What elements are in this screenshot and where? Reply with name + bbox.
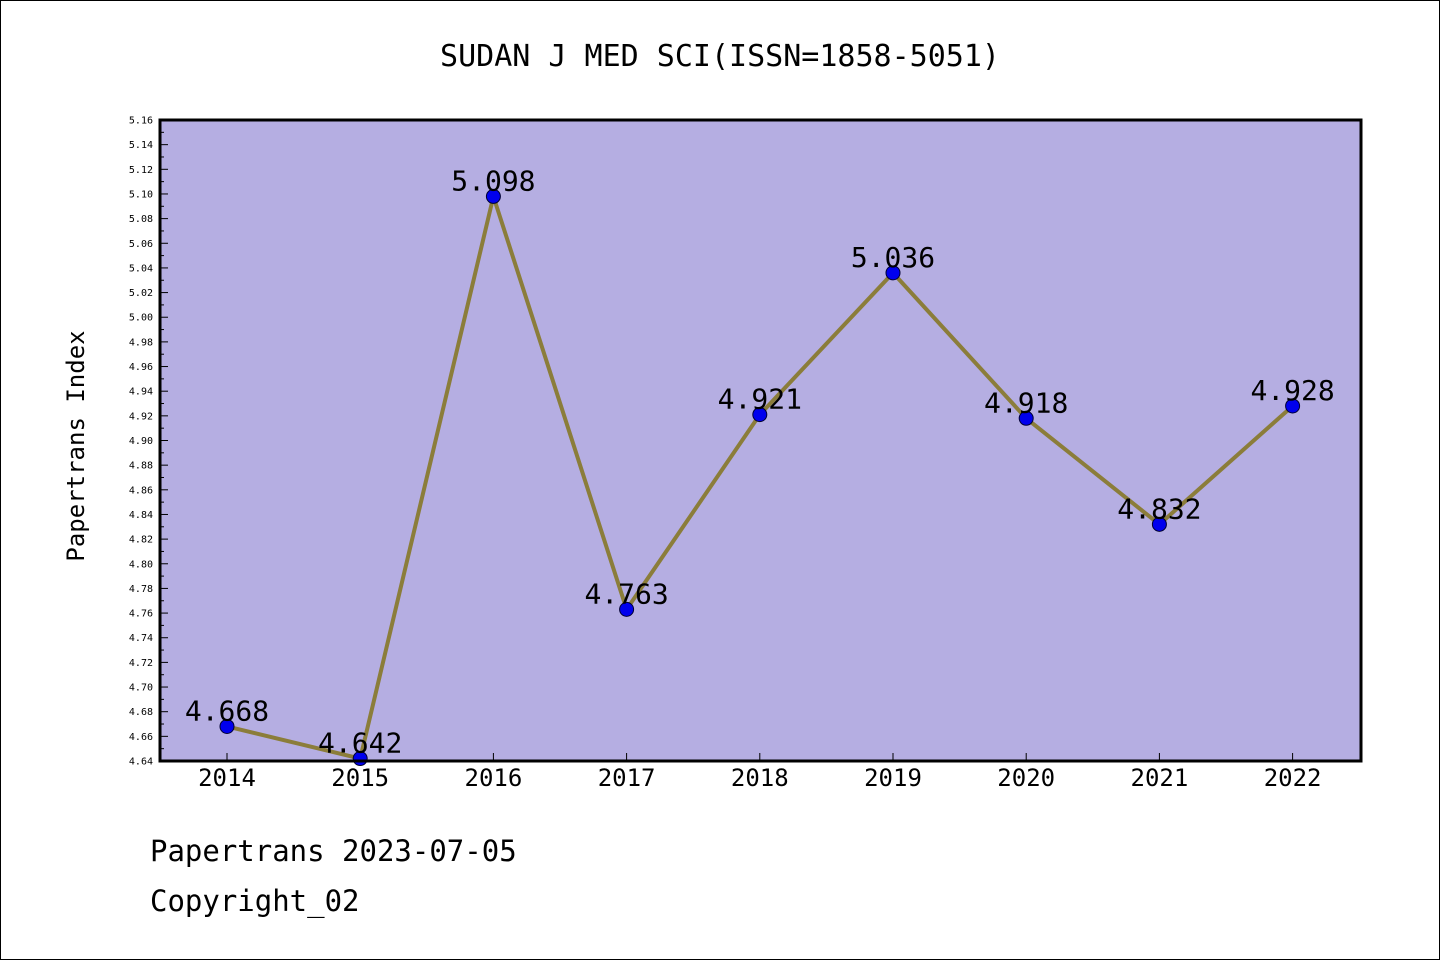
x-tick-label: 2016 bbox=[465, 764, 523, 792]
y-tick-label: 4.90 bbox=[129, 436, 153, 447]
y-tick-label: 4.84 bbox=[129, 510, 153, 521]
x-tick-label: 2017 bbox=[598, 764, 656, 792]
data-label: 4.642 bbox=[318, 727, 402, 760]
y-tick-label: 5.06 bbox=[129, 239, 153, 250]
data-label: 5.098 bbox=[451, 164, 535, 197]
y-tick-label: 4.86 bbox=[129, 485, 153, 496]
y-tick-label: 4.82 bbox=[129, 535, 153, 546]
x-tick-label: 2015 bbox=[331, 764, 389, 792]
x-tick-label: 2022 bbox=[1264, 764, 1322, 792]
x-tick-label: 2018 bbox=[731, 764, 789, 792]
y-tick-label: 5.16 bbox=[129, 116, 153, 127]
y-tick-label: 4.70 bbox=[129, 683, 153, 694]
y-tick-label: 5.02 bbox=[129, 288, 153, 299]
plot-area bbox=[160, 120, 1361, 761]
series-line-group bbox=[219, 188, 1301, 767]
y-tick-label: 5.14 bbox=[129, 140, 153, 151]
data-label: 4.918 bbox=[984, 386, 1068, 419]
data-point bbox=[619, 601, 635, 617]
footer-date: Papertrans 2023-07-05 bbox=[150, 834, 517, 868]
y-tick-label: 4.98 bbox=[129, 337, 153, 348]
y-tick-label: 4.64 bbox=[129, 757, 153, 768]
y-tick-label: 4.96 bbox=[129, 362, 153, 373]
y-tick-label: 4.80 bbox=[129, 559, 153, 570]
y-tick-label: 4.74 bbox=[129, 633, 153, 644]
data-label: 4.928 bbox=[1250, 374, 1334, 407]
data-label: 4.668 bbox=[185, 694, 269, 727]
y-tick-label: 5.10 bbox=[129, 189, 153, 200]
data-label: 5.036 bbox=[851, 241, 935, 274]
data-point bbox=[1018, 410, 1034, 426]
x-axis-ticks: 2014 2015 2016 2017 2018 2019 2020 2021 2022 bbox=[198, 753, 1321, 792]
y-tick-label: 4.94 bbox=[129, 387, 153, 398]
y-axis-title: Papertrans Index bbox=[62, 330, 90, 561]
x-tick-label: 2014 bbox=[198, 764, 256, 792]
data-label: 4.763 bbox=[584, 577, 668, 610]
y-tick-label: 4.68 bbox=[129, 707, 153, 718]
y-tick-label: 5.04 bbox=[129, 263, 153, 274]
y-tick-label: 4.92 bbox=[129, 411, 153, 422]
data-point bbox=[1151, 516, 1167, 532]
data-point bbox=[1285, 398, 1301, 414]
x-tick-label: 2019 bbox=[864, 764, 922, 792]
x-tick-label: 2020 bbox=[997, 764, 1055, 792]
y-tick-label: 5.00 bbox=[129, 313, 153, 324]
data-point bbox=[219, 718, 235, 734]
y-tick-label: 4.72 bbox=[129, 658, 153, 669]
y-tick-label: 5.08 bbox=[129, 214, 153, 225]
plot-border bbox=[158, 118, 1363, 763]
y-axis-ticks: 4.64 4.66 4.68 4.70 4.72 4.74 4.76 4.78 4.80 4.82… bbox=[129, 116, 168, 768]
y-tick-label: 4.88 bbox=[129, 461, 153, 472]
data-point bbox=[485, 188, 501, 204]
data-label: 4.832 bbox=[1117, 492, 1201, 525]
y-tick-label: 4.66 bbox=[129, 732, 153, 743]
data-point bbox=[752, 407, 768, 423]
chart-title: SUDAN J MED SCI(ISSN=1858-5051) bbox=[440, 39, 1000, 74]
data-label: 4.921 bbox=[718, 383, 802, 416]
data-label-group: 4.668 4.642 5.098 4.763 4.921 5.036 4.918 4.832… bbox=[185, 164, 1335, 759]
footer-copyright: Copyright_02 bbox=[150, 884, 360, 918]
y-tick-label: 4.76 bbox=[129, 609, 153, 620]
x-tick-label: 2021 bbox=[1131, 764, 1189, 792]
y-tick-label: 4.78 bbox=[129, 584, 153, 595]
y-tick-label: 5.12 bbox=[129, 165, 153, 176]
data-point bbox=[885, 265, 901, 281]
